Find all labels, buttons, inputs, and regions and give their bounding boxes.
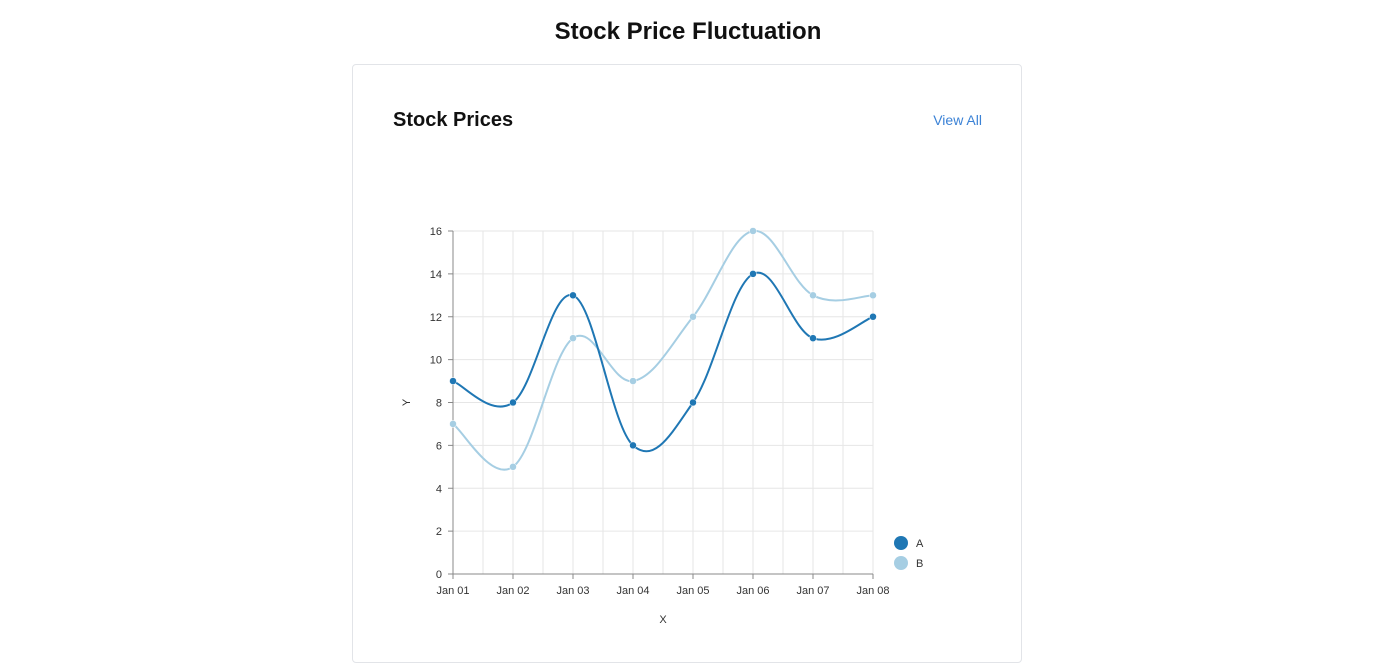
data-point-b	[509, 463, 517, 471]
legend-swatch-a	[894, 536, 908, 550]
grid-layer	[452, 230, 874, 575]
legend-layer: AB	[894, 536, 924, 570]
data-point-b	[629, 377, 637, 385]
x-tick-label: Jan 02	[496, 585, 529, 597]
x-tick-label: Jan 05	[676, 585, 709, 597]
x-tick-label: Jan 03	[556, 585, 589, 597]
legend-label-b: B	[916, 558, 923, 570]
y-tick-label: 16	[430, 226, 442, 238]
card-title: Stock Prices	[393, 109, 514, 131]
y-tick-label: 4	[436, 483, 442, 495]
x-tick-label: Jan 08	[856, 585, 889, 597]
data-point-a	[869, 313, 877, 321]
view-all-link[interactable]: View All	[933, 112, 982, 128]
y-tick-label: 0	[436, 569, 442, 581]
y-tick-label: 10	[430, 355, 442, 367]
data-point-a	[629, 441, 637, 450]
data-point-b	[749, 227, 757, 235]
data-point-a	[569, 291, 577, 300]
y-tick-label: 12	[430, 312, 442, 324]
series-line-b	[452, 229, 874, 471]
y-tick-label: 2	[436, 526, 442, 538]
chart-card: Stock Prices View All 0 2 4 6 8 10 12 14 16 Jan 0…	[352, 64, 1022, 663]
data-point-a	[509, 398, 517, 407]
y-tick-label: 14	[430, 269, 442, 281]
legend-label-a: A	[916, 538, 924, 550]
data-point-b	[809, 291, 817, 300]
x-tick-label: Jan 07	[796, 585, 829, 597]
x-tick-label: Jan 04	[616, 585, 649, 597]
data-point-a	[809, 334, 817, 342]
x-tick-label: Jan 01	[436, 585, 469, 597]
y-axis-title: Y	[401, 398, 413, 406]
y-tick-label: 6	[436, 440, 442, 452]
data-point-a	[689, 398, 697, 407]
axis-layer: 0 2 4 6 8 10 12 14 16 Jan 01 Jan 02 Jan 03 Jan 04 Jan…	[401, 226, 890, 626]
data-point-a	[449, 377, 457, 385]
x-axis-title: X	[659, 614, 667, 626]
data-point-b	[449, 420, 457, 428]
data-point-a	[749, 270, 757, 278]
stock-line-chart: 0 2 4 6 8 10 12 14 16 Jan 01 Jan 02 Jan 03 Jan 04 Jan…	[401, 226, 924, 626]
data-point-b	[689, 313, 697, 321]
data-point-b	[569, 334, 577, 342]
x-tick-label: Jan 06	[736, 585, 769, 597]
data-point-b	[869, 291, 877, 300]
series-line-a	[452, 271, 874, 453]
legend-swatch-b	[894, 556, 908, 570]
y-tick-label: 8	[436, 398, 442, 410]
page-title: Stock Price Fluctuation	[554, 18, 822, 45]
series-layer	[449, 227, 877, 471]
